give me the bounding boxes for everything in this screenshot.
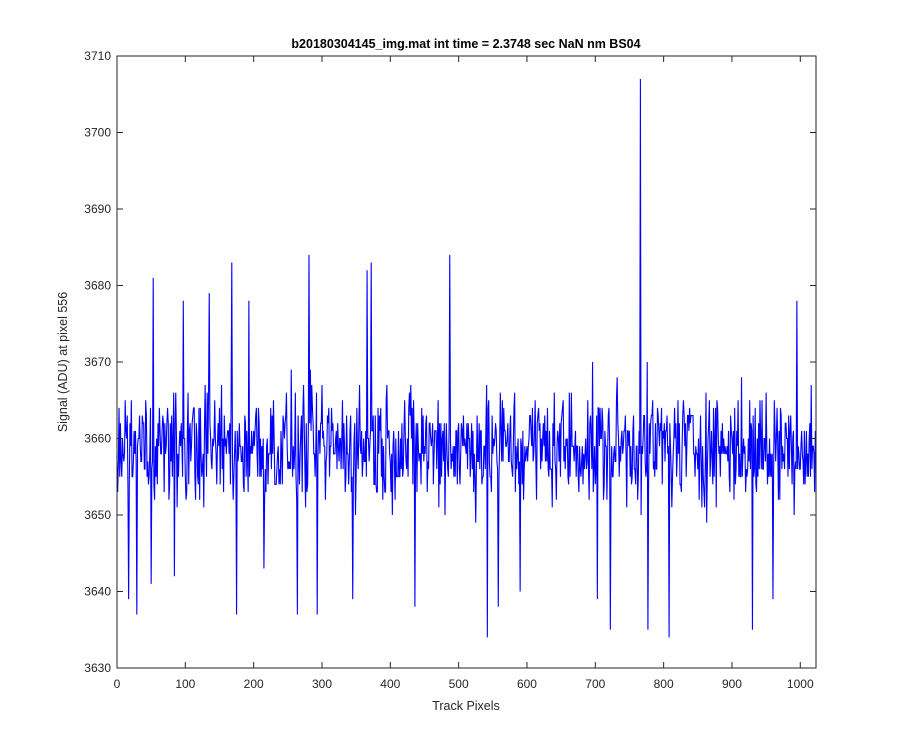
ticks-layer: 0 100 200 300 400 500 600 700 800 900 1000 3630 3640… xyxy=(84,49,816,691)
x-tick-label: 1000 xyxy=(787,677,814,691)
x-tick-label: 800 xyxy=(654,677,674,691)
x-tick-label: 500 xyxy=(449,677,469,691)
y-tick-label: 3640 xyxy=(84,585,111,599)
chart-title: b20180304145_img.mat int time = 2.3748 s… xyxy=(291,37,640,51)
series-layer xyxy=(116,78,817,638)
y-tick-label: 3690 xyxy=(84,202,111,216)
y-tick-label: 3700 xyxy=(84,126,111,140)
x-tick-label: 0 xyxy=(114,677,121,691)
y-tick-label: 3710 xyxy=(84,49,111,63)
x-tick-label: 200 xyxy=(244,677,264,691)
x-tick-label: 700 xyxy=(585,677,605,691)
y-axis-label: Signal (ADU) at pixel 556 xyxy=(56,292,70,432)
y-tick-label: 3680 xyxy=(84,279,111,293)
x-tick-label: 300 xyxy=(312,677,332,691)
series-line xyxy=(116,78,817,638)
x-axis-label: Track Pixels xyxy=(432,699,500,713)
plot-background xyxy=(117,56,816,668)
x-tick-label: 900 xyxy=(722,677,742,691)
x-tick-label: 600 xyxy=(517,677,537,691)
y-tick-label: 3660 xyxy=(84,432,111,446)
plot-frame xyxy=(116,55,817,669)
y-tick-label: 3630 xyxy=(84,661,111,675)
x-tick-label: 100 xyxy=(175,677,195,691)
y-tick-label: 3650 xyxy=(84,508,111,522)
y-tick-label: 3670 xyxy=(84,355,111,369)
x-tick-label: 400 xyxy=(380,677,400,691)
